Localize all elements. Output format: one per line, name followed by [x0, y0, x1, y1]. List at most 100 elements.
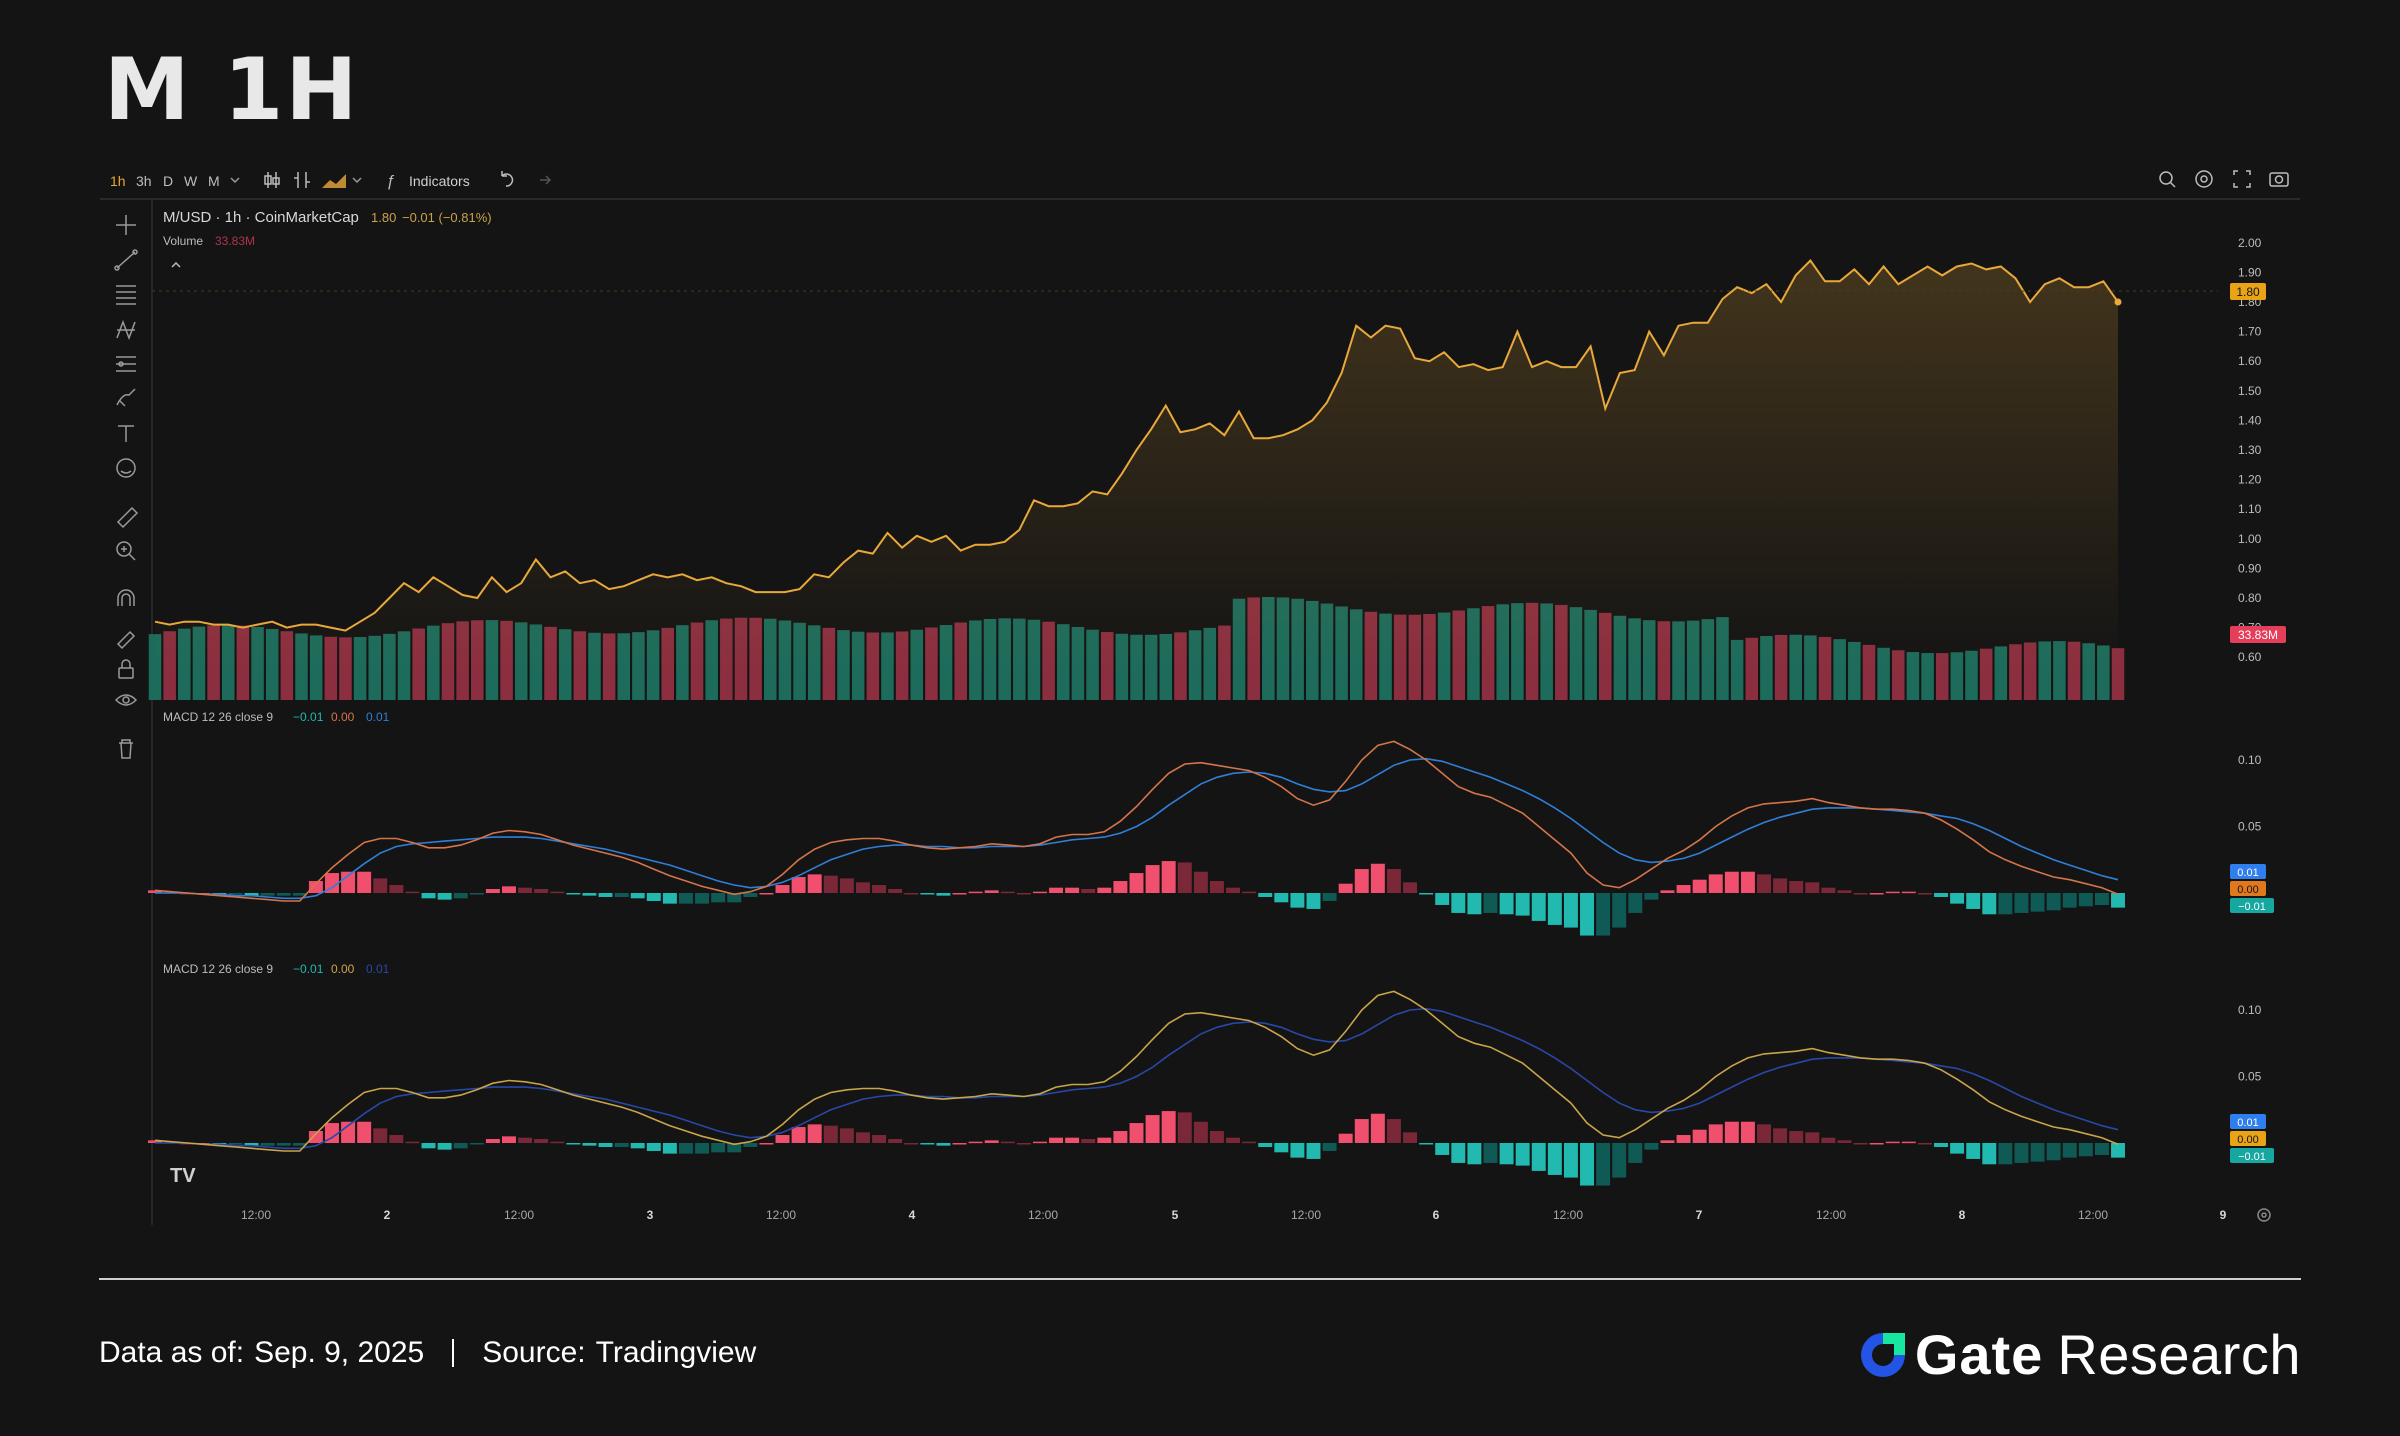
macd2-histogram-bar — [1966, 1143, 1981, 1159]
interval-w[interactable]: W — [184, 173, 198, 189]
interval-1h[interactable]: 1h — [110, 173, 126, 189]
macd1-histogram-bar — [405, 891, 420, 894]
fullscreen-icon[interactable] — [2233, 170, 2251, 188]
time-axis-label: 12:00 — [766, 1208, 796, 1222]
macd1-badge-macd — [2230, 864, 2266, 879]
macd1-badge-hist — [2230, 898, 2274, 913]
macd2-histogram-bar — [1113, 1131, 1128, 1143]
macd2-histogram-bar — [1032, 1141, 1047, 1144]
macd1-histogram-bar — [888, 889, 903, 893]
chevron-down-icon[interactable] — [230, 177, 240, 184]
macd2-histogram-bar — [1161, 1111, 1176, 1143]
trend-line-icon[interactable] — [114, 249, 138, 271]
macd1-histogram-bar — [1258, 893, 1273, 897]
macd1-histogram-bar — [743, 893, 758, 897]
macd1-histogram-bar — [1917, 893, 1932, 895]
chevron-down-icon[interactable] — [352, 177, 362, 184]
area-chart-icon[interactable] — [322, 174, 346, 188]
camera-icon[interactable] — [2269, 172, 2289, 187]
macd2-histogram-bar — [1580, 1143, 1595, 1186]
function-icon[interactable]: ƒ — [386, 173, 395, 190]
macd2-badge-hist — [2230, 1148, 2274, 1163]
macd2-histogram-bar — [1563, 1143, 1578, 1178]
macd1-histogram-bar — [1966, 893, 1981, 909]
macd1-histogram-bar — [1853, 893, 1868, 895]
macd1-histogram-bar — [984, 890, 999, 893]
macd1-histogram-bar — [1998, 893, 2013, 915]
macd2-axis-tick: 0.10 — [2238, 1003, 2262, 1017]
time-axis-label: 7 — [1696, 1208, 1703, 1222]
macd1-histogram-bar — [1016, 893, 1031, 895]
last-price-badge — [2230, 283, 2266, 300]
macd1-histogram-bar — [1934, 893, 1948, 897]
bar-chart-icon[interactable] — [264, 172, 280, 188]
redo-icon[interactable] — [540, 175, 552, 185]
macd2-label: MACD 12 26 close 9 — [163, 962, 273, 976]
macd2-histogram-bar — [1773, 1128, 1788, 1143]
emoji-icon[interactable] — [116, 458, 136, 478]
macd1-histogram-bar — [1901, 891, 1916, 894]
macd1-histogram-bar — [1789, 881, 1804, 893]
compare-icon[interactable] — [294, 172, 310, 188]
last-price-dot — [2114, 298, 2122, 306]
macd2-histogram-bar — [1049, 1137, 1064, 1143]
macd2-histogram-bar — [550, 1141, 565, 1144]
macd1-histogram-bar — [308, 881, 323, 893]
crosshair-icon[interactable] — [116, 215, 136, 235]
macd2-macd-value: 0.01 — [366, 962, 390, 976]
macd1-histogram-bar — [357, 871, 372, 893]
macd1-histogram-bar — [968, 891, 983, 894]
ruler-icon[interactable] — [116, 506, 139, 529]
macd2-histogram-bar — [341, 1121, 356, 1143]
projection-icon[interactable] — [116, 356, 136, 372]
magnet-icon[interactable] — [117, 589, 135, 606]
trash-icon[interactable] — [119, 739, 133, 759]
macd1-histogram-bar — [662, 893, 677, 904]
macd1-histogram-bar — [2111, 893, 2125, 908]
macd1-histogram-bar — [1113, 881, 1128, 893]
eye-icon[interactable] — [114, 694, 138, 706]
text-icon[interactable] — [118, 425, 134, 442]
indicators-button[interactable]: Indicators — [409, 173, 470, 189]
interval-3h[interactable]: 3h — [136, 173, 152, 189]
lock-pencil-icon[interactable] — [116, 630, 136, 650]
macd1-histogram-bar — [1837, 890, 1852, 893]
macd2-hist-value: −0.01 — [293, 962, 324, 976]
macd1-histogram-bar — [1000, 891, 1015, 894]
macd1-histogram-bar — [1580, 893, 1595, 936]
fib-lines-icon[interactable] — [116, 285, 136, 305]
macd1-histogram-bar — [2030, 893, 2045, 912]
macd1-histogram-bar — [1563, 893, 1578, 928]
time-axis-label: 12:00 — [2078, 1208, 2108, 1222]
macd1-badge-signal-text: 0.00 — [2237, 884, 2258, 896]
undo-icon[interactable] — [501, 171, 514, 187]
macd2-histogram-bar — [1612, 1143, 1627, 1178]
settings-gear-icon[interactable] — [2195, 170, 2213, 188]
collapse-chevron-icon[interactable] — [171, 261, 181, 268]
lock-icon[interactable] — [118, 659, 134, 679]
macd2-histogram-bar — [1354, 1119, 1369, 1143]
macd2-histogram-bar — [1821, 1137, 1836, 1143]
interval-d[interactable]: D — [163, 173, 173, 189]
volume-badge-text: 33.83M — [2238, 628, 2278, 642]
interval-m[interactable]: M — [208, 173, 220, 189]
macd2-histogram-bar — [1499, 1143, 1514, 1165]
brush-icon[interactable] — [116, 388, 136, 407]
macd2-histogram-bar — [534, 1139, 549, 1143]
macd2-badge-signal-text: 0.00 — [2237, 1134, 2258, 1146]
macd1-histogram-bar — [1885, 891, 1900, 894]
pattern-icon[interactable] — [116, 319, 136, 341]
macd2-histogram-bar — [1692, 1129, 1707, 1143]
macd2-histogram-bar — [1757, 1124, 1771, 1143]
macd1-histogram-bar — [1612, 893, 1627, 928]
tradingview-logo-icon[interactable]: TV — [170, 1165, 196, 1187]
search-icon[interactable] — [2159, 171, 2176, 188]
zoom-in-icon[interactable] — [116, 541, 136, 561]
macd2-macd-line — [154, 990, 2119, 1152]
macd1-histogram-bar — [1596, 893, 1611, 936]
macd1-histogram-bar — [791, 877, 806, 893]
macd2-histogram-bar — [437, 1143, 452, 1150]
time-axis-label: 4 — [909, 1208, 916, 1222]
price-axis-tick: 1.40 — [2238, 413, 2262, 427]
time-axis-settings-icon[interactable] — [2257, 1208, 2271, 1222]
